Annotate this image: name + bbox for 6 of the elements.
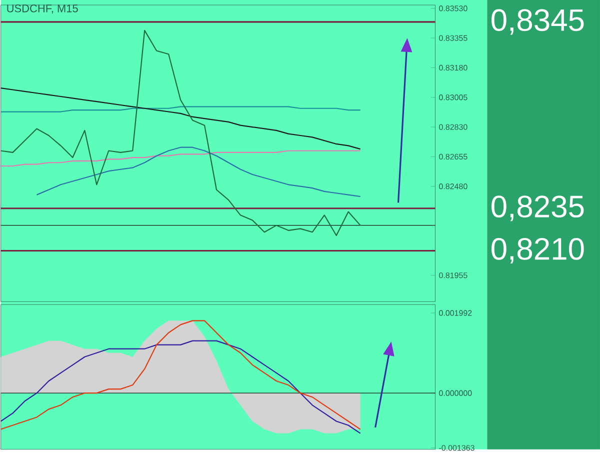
ref-line-label: 0,8345 (492, 9, 584, 35)
ref-line-label: 0,8210 (492, 238, 584, 264)
chart-title: USDCHF, M15 (7, 4, 78, 14)
line-series (36, 146, 361, 198)
ref-line-label: 0,8235 (492, 196, 584, 222)
line-series (0, 30, 361, 236)
